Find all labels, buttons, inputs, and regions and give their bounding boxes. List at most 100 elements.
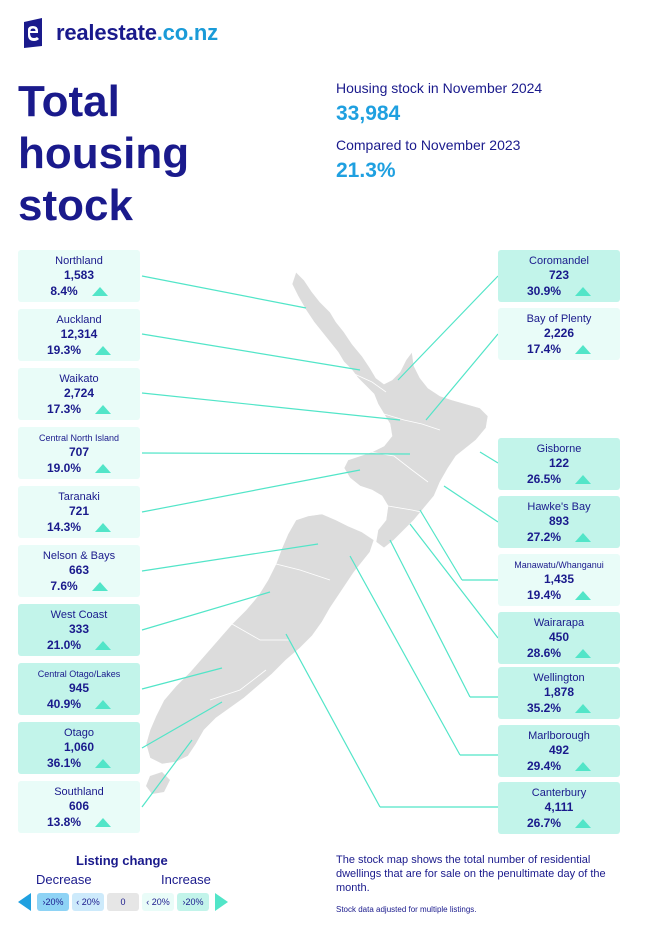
methodology-note: The stock map shows the total number of … — [336, 854, 606, 894]
increase-triangle-icon — [95, 464, 112, 473]
legend-increase-label: Increase — [161, 872, 211, 887]
region-change: 14.3% — [46, 520, 82, 534]
brand-logo[interactable]: realestate.co.nz — [18, 16, 218, 50]
region-card-bay-of-plenty[interactable]: Bay of Plenty 2,226 17.4% — [498, 308, 620, 360]
increase-triangle-icon — [575, 345, 592, 354]
south-island-shape — [145, 513, 375, 765]
region-change: 21.0% — [46, 638, 82, 652]
region-name: Central Otago/Lakes — [37, 669, 121, 679]
region-count: 893 — [548, 514, 570, 528]
region-count: 1,878 — [543, 685, 575, 699]
region-name: Manawatu/Whanganui — [514, 560, 604, 570]
legend-chip-small-decrease: ‹ 20% — [72, 893, 104, 911]
increase-triangle-icon — [575, 475, 592, 484]
region-name: Coromandel — [529, 255, 589, 267]
region-change: 26.5% — [526, 472, 562, 486]
region-change: 13.8% — [46, 815, 82, 829]
decrease-arrow-icon — [18, 893, 31, 911]
brand-name-main: realestate — [56, 20, 157, 45]
legend-chip-large-increase: ›20% — [177, 893, 209, 911]
region-change: 26.7% — [526, 816, 562, 830]
increase-triangle-icon — [575, 533, 592, 542]
region-card-hawkes-bay[interactable]: Hawke's Bay 893 27.2% — [498, 496, 620, 548]
legend-chip-zero: 0 — [107, 893, 139, 911]
increase-triangle-icon — [575, 287, 592, 296]
region-card-taranaki[interactable]: Taranaki 721 14.3% — [18, 486, 140, 538]
region-name: Southland — [54, 786, 104, 798]
legend-chip-large-decrease: ›20% — [37, 893, 69, 911]
region-card-otago[interactable]: Otago 1,060 36.1% — [18, 722, 140, 774]
increase-triangle-icon — [95, 759, 112, 768]
increase-triangle-icon — [575, 704, 592, 713]
realestate-logo-icon — [24, 18, 42, 48]
increase-triangle-icon — [575, 819, 592, 828]
region-count: 333 — [68, 622, 90, 636]
stock-value: 33,984 — [336, 102, 401, 125]
region-count: 450 — [548, 630, 570, 644]
region-count: 492 — [548, 743, 570, 757]
increase-triangle-icon — [575, 762, 592, 771]
region-change: 30.9% — [526, 284, 562, 298]
compare-label: Compared to November 2023 — [336, 137, 521, 153]
increase-triangle-icon — [95, 346, 112, 355]
brand-tld: .co.nz — [156, 20, 218, 45]
title-line: housing — [18, 129, 190, 178]
page-title: Total housing stock — [18, 76, 189, 232]
region-count: 723 — [548, 268, 570, 282]
region-name: Bay of Plenty — [526, 313, 592, 325]
region-card-canterbury[interactable]: Canterbury 4,111 26.7% — [498, 782, 620, 834]
region-change: 36.1% — [46, 756, 82, 770]
region-card-wellington[interactable]: Wellington 1,878 35.2% — [498, 667, 620, 719]
legend-decrease-label: Decrease — [36, 872, 92, 887]
region-name: Waikato — [59, 373, 99, 385]
region-count: 945 — [68, 681, 90, 695]
increase-arrow-icon — [215, 893, 228, 911]
region-name: Northland — [55, 255, 103, 267]
increase-triangle-icon — [575, 591, 592, 600]
region-card-nelson-bays[interactable]: Nelson & Bays 663 7.6% — [18, 545, 140, 597]
region-change: 19.4% — [526, 588, 562, 602]
increase-triangle-icon — [95, 523, 112, 532]
compare-value: 21.3% — [336, 159, 396, 182]
region-change: 17.4% — [526, 342, 562, 356]
region-card-auckland[interactable]: Auckland 12,314 19.3% — [18, 309, 140, 361]
region-card-waikato[interactable]: Waikato 2,724 17.3% — [18, 368, 140, 420]
region-card-northland[interactable]: Northland 1,583 8.4% — [18, 250, 140, 302]
legend-title: Listing change — [76, 853, 168, 868]
increase-triangle-icon — [91, 287, 108, 296]
region-card-central-north-island[interactable]: Central North Island 707 19.0% — [18, 427, 140, 479]
adjustment-note: Stock data adjusted for multiple listing… — [336, 905, 477, 914]
region-count: 663 — [68, 563, 90, 577]
region-card-marlborough[interactable]: Marlborough 492 29.4% — [498, 725, 620, 777]
region-count: 707 — [68, 445, 90, 459]
region-name: Wairarapa — [533, 617, 585, 629]
region-change: 8.4% — [50, 284, 78, 298]
region-change: 28.6% — [526, 646, 562, 660]
region-name: Wellington — [533, 672, 585, 684]
increase-triangle-icon — [95, 818, 112, 827]
region-card-central-otago-lakes[interactable]: Central Otago/Lakes 945 40.9% — [18, 663, 140, 715]
region-name: Auckland — [56, 314, 102, 326]
region-name: Nelson & Bays — [42, 550, 116, 562]
north-island-shape — [291, 271, 489, 549]
region-card-west-coast[interactable]: West Coast 333 21.0% — [18, 604, 140, 656]
region-count: 12,314 — [60, 327, 98, 341]
region-name: Marlborough — [528, 730, 590, 742]
region-name: Central North Island — [38, 433, 120, 443]
region-change: 35.2% — [526, 701, 562, 715]
title-line: stock — [18, 181, 133, 230]
region-card-wairarapa[interactable]: Wairarapa 450 28.6% — [498, 612, 620, 664]
region-count: 1,583 — [63, 268, 95, 282]
legend-scale: ›20% ‹ 20% 0 ‹ 20% ›20% — [18, 893, 228, 911]
region-card-manawatu-whanganui[interactable]: Manawatu/Whanganui 1,435 19.4% — [498, 554, 620, 606]
region-card-coromandel[interactable]: Coromandel 723 30.9% — [498, 250, 620, 302]
region-card-gisborne[interactable]: Gisborne 122 26.5% — [498, 438, 620, 490]
region-count: 721 — [68, 504, 90, 518]
increase-triangle-icon — [91, 582, 108, 591]
region-card-southland[interactable]: Southland 606 13.8% — [18, 781, 140, 833]
region-count: 1,435 — [543, 572, 575, 586]
region-count: 2,226 — [543, 326, 575, 340]
region-change: 40.9% — [46, 697, 82, 711]
region-count: 2,724 — [63, 386, 95, 400]
